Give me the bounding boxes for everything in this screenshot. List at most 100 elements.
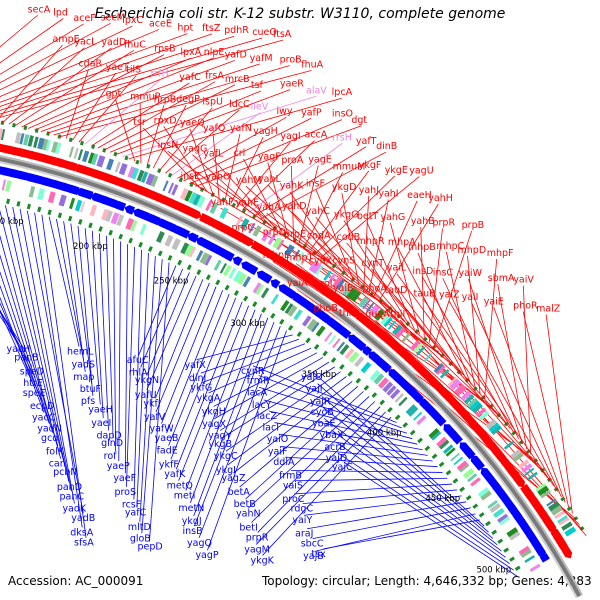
forward-gene-label[interactable]: phoR	[513, 301, 538, 312]
forward-gene-label[interactable]: yahJ	[359, 185, 379, 196]
reverse-gene-label[interactable]: glnD	[101, 438, 123, 449]
forward-gene-label[interactable]: insD	[412, 266, 433, 277]
reverse-gene-label[interactable]: fadE	[157, 446, 178, 457]
forward-gene-label[interactable]: yagE	[308, 154, 331, 165]
reverse-gene-label[interactable]: betA	[228, 487, 251, 498]
forward-gene-label[interactable]: lpxC	[122, 15, 143, 26]
forward-gene-label[interactable]: dgt	[351, 115, 367, 126]
forward-gene-label[interactable]: yafP	[301, 107, 322, 118]
reverse-gene-label[interactable]: lacA	[247, 387, 268, 398]
reverse-gene-label[interactable]: yaeP	[107, 461, 130, 472]
forward-gene-label[interactable]: ykgF	[359, 160, 382, 171]
reverse-gene-label[interactable]: pcbN	[53, 467, 77, 478]
forward-gene-label[interactable]: phoA	[362, 284, 387, 295]
reverse-gene-label[interactable]: yadK	[62, 503, 86, 514]
reverse-gene-label[interactable]: gcd	[41, 433, 58, 444]
forward-gene-label[interactable]: rrsH	[332, 132, 352, 143]
reverse-gene-label[interactable]: yagP	[195, 550, 218, 561]
reverse-gene-label[interactable]: yagM	[244, 544, 270, 555]
reverse-gene-label[interactable]: yadN	[37, 423, 62, 434]
forward-gene-label[interactable]: fhuA	[301, 60, 323, 71]
reverse-gene-label[interactable]: speD	[20, 367, 44, 378]
reverse-gene-label[interactable]: ybaE	[312, 418, 335, 429]
forward-gene-label[interactable]: lpcA	[332, 87, 353, 98]
forward-gene-label[interactable]: ykgE	[385, 165, 408, 176]
reverse-gene-label[interactable]: lacY	[252, 400, 272, 411]
forward-gene-label[interactable]: proA	[281, 155, 304, 166]
forward-gene-label[interactable]: yaiZ	[439, 290, 460, 301]
forward-gene-label[interactable]: dinB	[376, 141, 397, 152]
reverse-gene-label[interactable]: rof	[104, 451, 118, 462]
reverse-gene-label[interactable]: acrB	[324, 442, 345, 453]
reverse-gene-label[interactable]: betI	[239, 522, 257, 533]
reverse-gene-label[interactable]: yacH	[6, 344, 30, 355]
forward-gene-label[interactable]: mhpC	[436, 241, 464, 252]
reverse-gene-label[interactable]: yaeI	[91, 418, 111, 429]
reverse-gene-label[interactable]: ykgK	[250, 555, 274, 566]
forward-gene-label[interactable]: aceE	[149, 18, 172, 29]
reverse-gene-label[interactable]: yaiF	[268, 446, 288, 457]
reverse-gene-label[interactable]: frmR	[247, 376, 270, 387]
reverse-gene-label[interactable]: panC	[59, 491, 84, 502]
forward-gene-label[interactable]: yahH	[428, 193, 453, 204]
forward-gene-label[interactable]: insC	[433, 267, 454, 278]
reverse-gene-label[interactable]: prpR	[246, 532, 269, 543]
forward-gene-label[interactable]: mhpD	[458, 245, 487, 256]
forward-gene-label[interactable]: prpB	[462, 220, 484, 231]
forward-gene-label[interactable]: mhpT	[286, 253, 313, 264]
reverse-gene-label[interactable]: metN	[178, 503, 204, 514]
forward-gene-label[interactable]: ftsZ	[202, 23, 221, 34]
reverse-gene-label[interactable]: betB	[234, 499, 256, 510]
reverse-gene-label[interactable]: cyoB	[311, 407, 334, 418]
reverse-gene-label[interactable]: folK	[46, 446, 65, 457]
forward-gene-label[interactable]: yaiE	[484, 296, 504, 307]
forward-gene-label[interactable]: secM	[101, 12, 125, 23]
forward-gene-label[interactable]: yahG	[380, 212, 405, 223]
reverse-gene-label[interactable]: yagQ	[187, 538, 212, 549]
reverse-gene-label[interactable]: yadS	[71, 360, 95, 371]
forward-gene-label[interactable]: tauD	[385, 285, 408, 296]
forward-gene-label[interactable]: yafM	[250, 53, 273, 64]
forward-gene-label[interactable]: ykgD	[332, 182, 356, 193]
reverse-gene-label[interactable]: metI	[174, 490, 196, 501]
forward-gene-label[interactable]: crl	[234, 148, 246, 159]
reverse-gene-label[interactable]: ddlA	[273, 457, 295, 468]
forward-gene-label[interactable]: ileV	[251, 101, 269, 112]
reverse-gene-label[interactable]: ykfF	[159, 459, 179, 470]
forward-gene-label[interactable]: yaiI	[462, 292, 479, 303]
reverse-gene-label[interactable]: yaeF	[113, 473, 136, 484]
forward-gene-label[interactable]: insF	[306, 179, 325, 190]
reverse-gene-label[interactable]: yajR	[310, 397, 331, 408]
reverse-gene-label[interactable]: yaiY	[292, 515, 312, 526]
forward-gene-label[interactable]: yahK	[280, 181, 304, 192]
reverse-gene-label[interactable]: sbcC	[301, 539, 324, 550]
forward-gene-label[interactable]: yafT	[356, 136, 377, 147]
reverse-gene-label[interactable]: cynR	[241, 366, 265, 377]
forward-gene-label[interactable]: rrfH	[151, 68, 169, 79]
reverse-gene-label[interactable]: ykgA	[197, 393, 221, 404]
forward-gene-label[interactable]: thiL	[339, 308, 357, 319]
forward-gene-label[interactable]: yafD	[225, 50, 247, 61]
reverse-gene-label[interactable]: dksA	[70, 527, 93, 538]
forward-gene-label[interactable]: cynS	[332, 256, 355, 267]
forward-gene-label[interactable]: prpR	[433, 217, 456, 228]
forward-gene-label[interactable]: tsr	[133, 117, 146, 128]
forward-gene-label[interactable]: lpxA	[180, 47, 201, 58]
reverse-gene-label[interactable]: ykgH	[202, 406, 226, 417]
forward-gene-label[interactable]: gpt	[105, 88, 121, 99]
reverse-gene-label[interactable]: yafW	[149, 424, 174, 435]
reverse-gene-label[interactable]: dapD	[97, 430, 122, 441]
reverse-gene-label[interactable]: yahN	[236, 508, 261, 519]
reverse-gene-label[interactable]: ykfG	[190, 383, 212, 394]
forward-gene-label[interactable]: rpsB	[154, 44, 175, 55]
reverse-gene-label[interactable]: lacI	[263, 423, 280, 434]
reverse-gene-label[interactable]: yagX	[202, 419, 226, 430]
forward-gene-label[interactable]: insE	[181, 171, 201, 182]
forward-gene-label[interactable]: yaiL	[387, 263, 407, 274]
forward-gene-label[interactable]: prpD	[263, 227, 286, 238]
forward-gene-label[interactable]: cueO	[252, 27, 277, 38]
reverse-gene-label[interactable]: rcsF	[122, 499, 141, 510]
forward-gene-label[interactable]: cynT	[361, 258, 384, 269]
reverse-gene-label[interactable]: pfs	[81, 396, 95, 407]
forward-gene-label[interactable]: ldcC	[229, 99, 250, 110]
